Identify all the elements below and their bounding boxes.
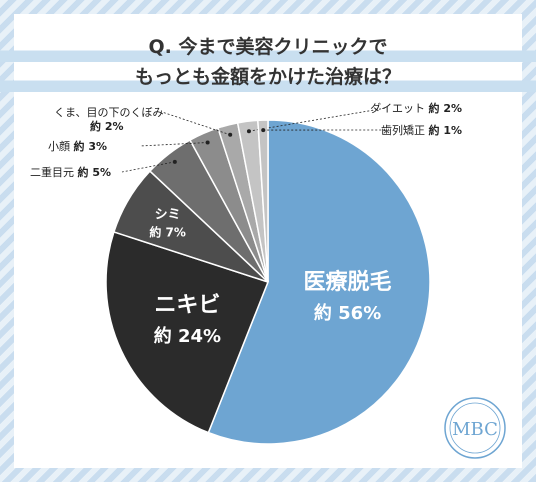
leader-dot bbox=[261, 128, 266, 133]
leader-dot bbox=[246, 129, 251, 134]
chart-title: Q. 今まで美容クリニックで もっとも金額をかけた治療は？ bbox=[0, 32, 536, 92]
title-line-1: Q. 今まで美容クリニックで bbox=[0, 32, 536, 62]
slice-label: 歯列矯正 bbox=[381, 123, 429, 137]
title-line-2: もっとも金額をかけた治療は？ bbox=[0, 62, 536, 92]
pie-slice bbox=[105, 230, 269, 434]
slice-label: ニキビ bbox=[154, 293, 220, 318]
slice-outside-label: 二重目元 約 5% bbox=[30, 165, 111, 179]
slice-label: 小顔 bbox=[48, 139, 74, 153]
slice-value-label: 約 24% bbox=[154, 325, 221, 347]
slice-value-label: 約 1% bbox=[428, 123, 462, 137]
slice-value-label: 約 2% bbox=[428, 101, 462, 115]
leader-line bbox=[121, 161, 175, 173]
leader-dot bbox=[172, 159, 177, 164]
pie-slice bbox=[257, 119, 269, 283]
pie-slice bbox=[207, 119, 431, 445]
slice-value-label: 約 5% bbox=[78, 165, 112, 179]
slice-outside-label: ダイエット 約 2% bbox=[370, 101, 462, 115]
slice-outside-label: 小顔 約 3% bbox=[48, 139, 107, 153]
slice-value-label: 約 56% bbox=[314, 302, 381, 324]
leader-line bbox=[248, 107, 387, 132]
mbc-logo: MBC bbox=[444, 397, 506, 459]
slice-outside-label: 歯列矯正 約 1% bbox=[381, 123, 462, 137]
leader-dot bbox=[228, 132, 233, 137]
slice-value-label: 約 3% bbox=[74, 139, 108, 153]
slice-label: 医療脱毛 bbox=[304, 269, 392, 295]
slice-label: ダイエット bbox=[370, 101, 428, 115]
slice-label: シミ bbox=[155, 208, 181, 223]
slice-label: 二重目元 bbox=[30, 165, 78, 179]
leader-dot bbox=[205, 140, 210, 145]
slice-label: くま、目の下のくぼみ bbox=[54, 106, 164, 119]
leader-line bbox=[139, 142, 208, 147]
logo-text: MBC bbox=[452, 419, 498, 440]
slice-value-label: 約 7% bbox=[149, 225, 186, 240]
slice-value-label: 約 2% bbox=[90, 119, 124, 133]
